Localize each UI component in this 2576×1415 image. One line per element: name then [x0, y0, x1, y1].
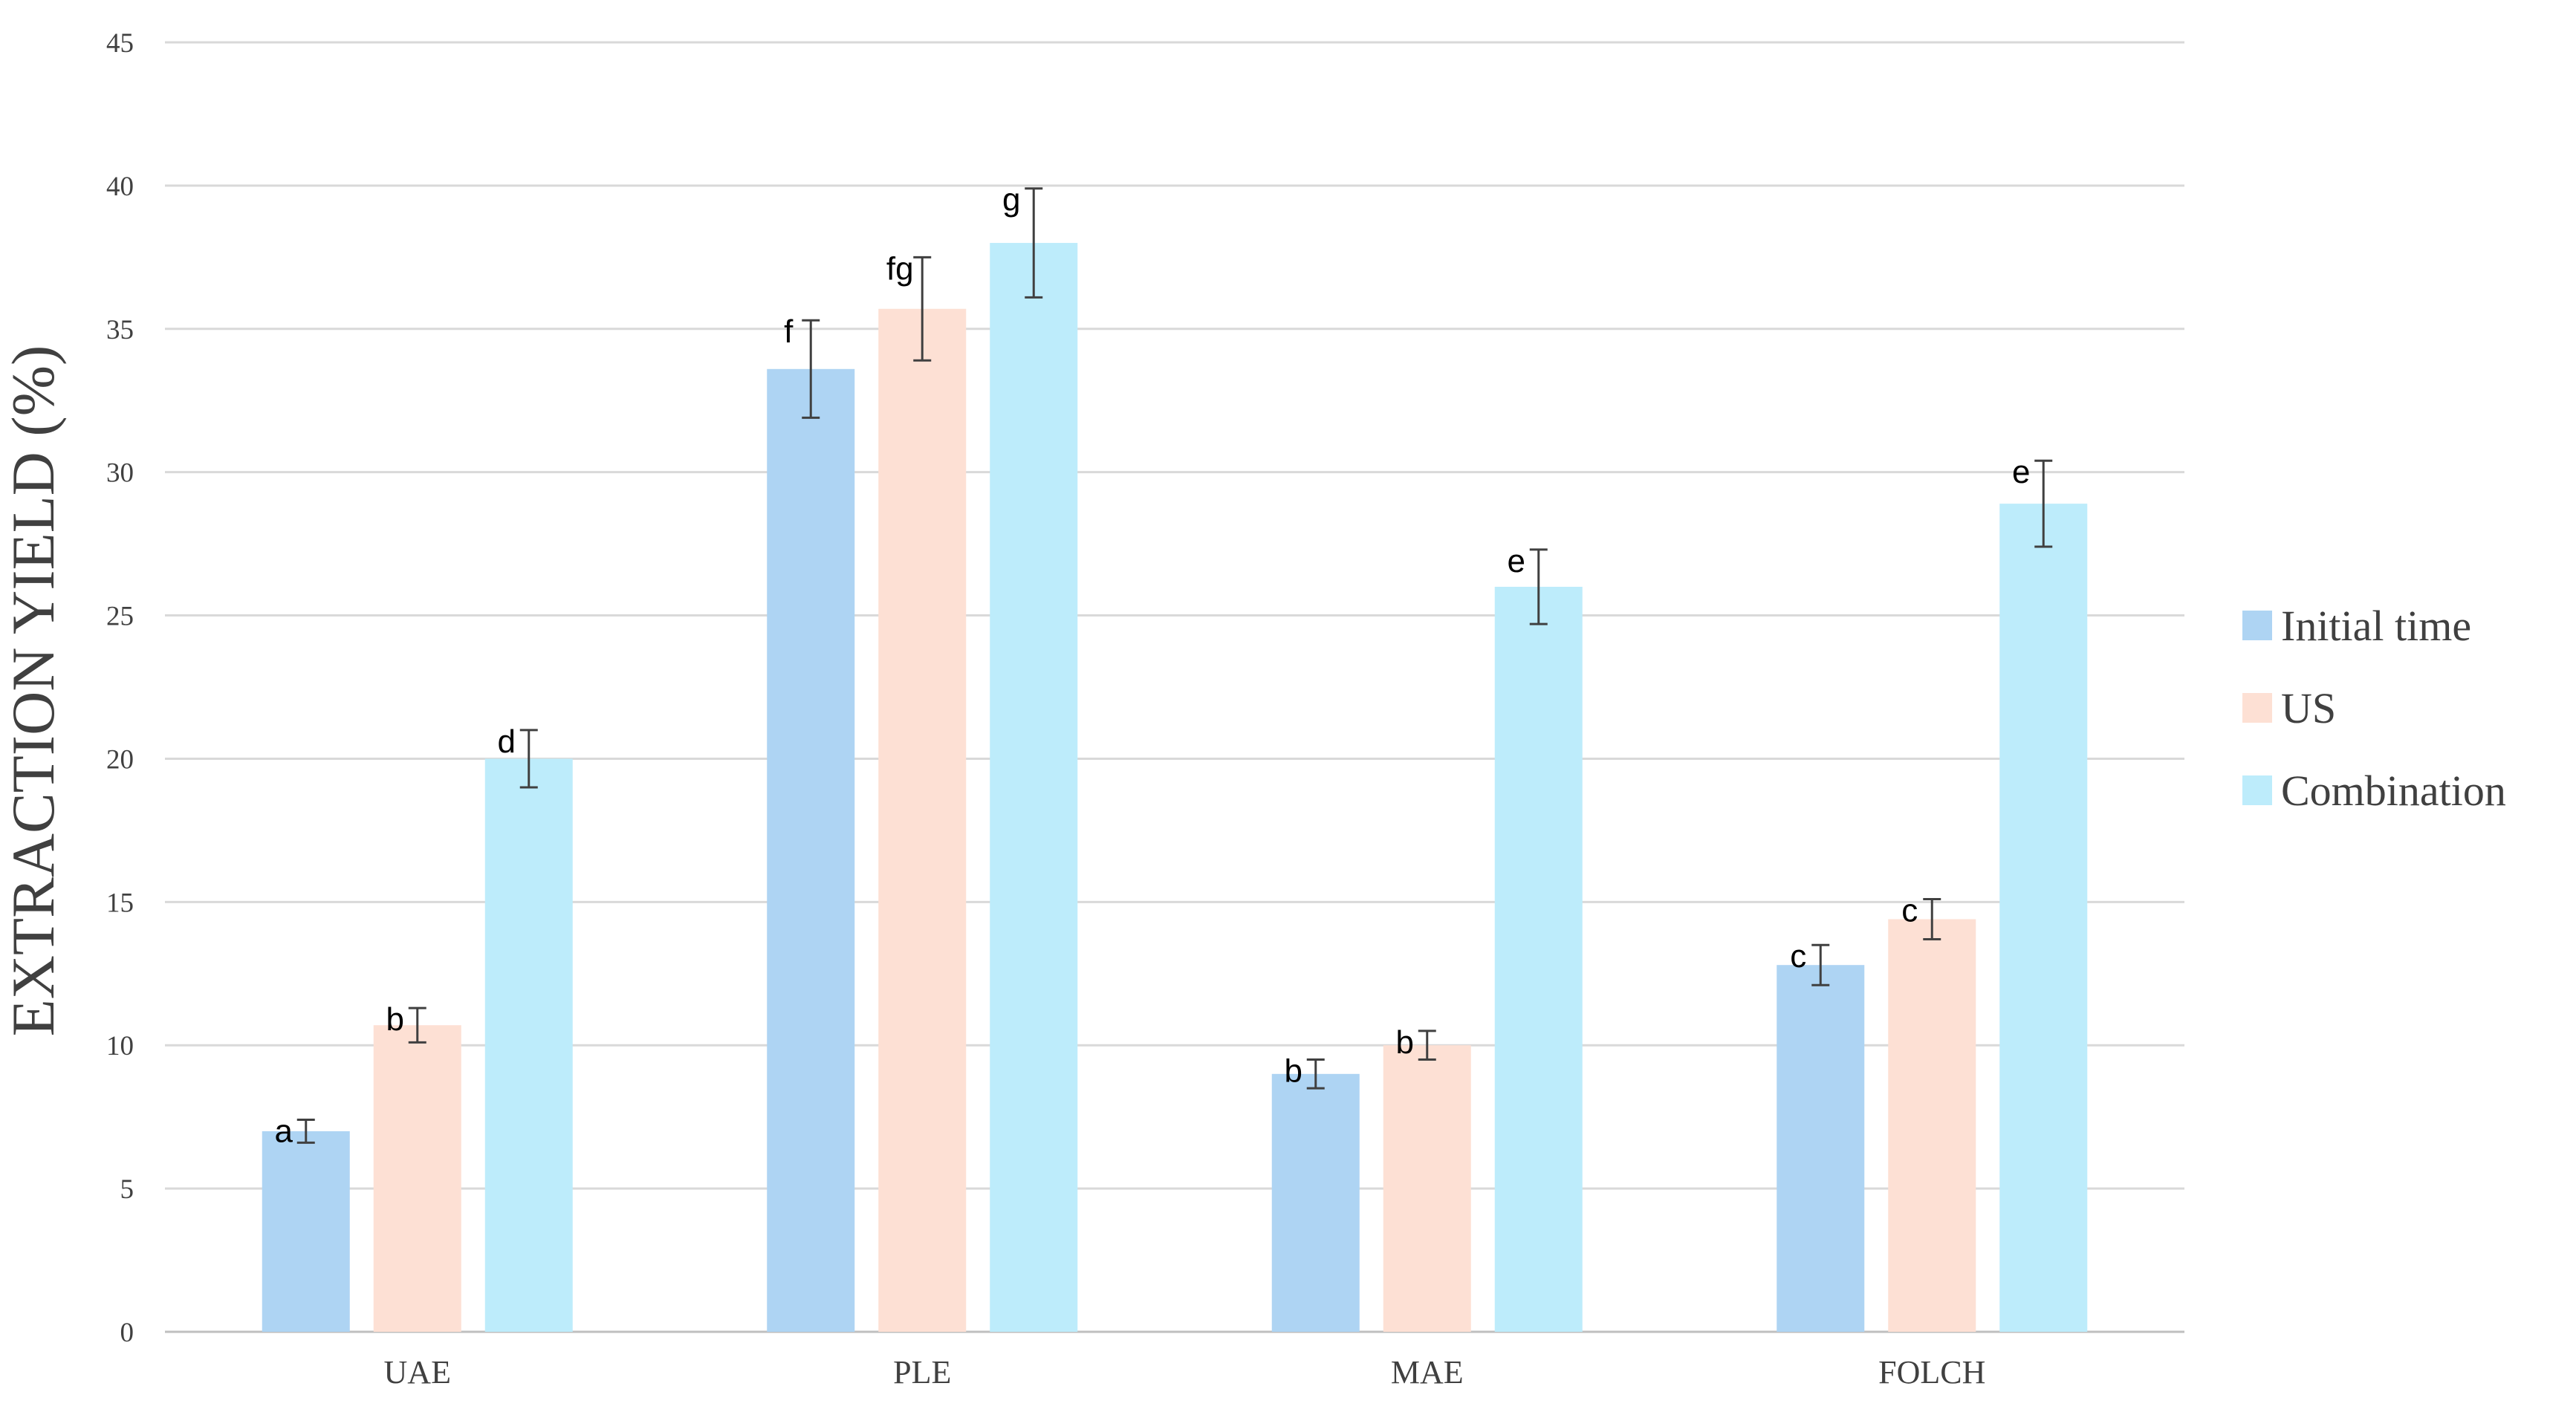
significance-label: b	[386, 1001, 404, 1038]
x-category-label: UAE	[384, 1354, 451, 1390]
gridlines	[165, 41, 2184, 1333]
significance-label: b	[1396, 1024, 1414, 1061]
x-category-label: PLE	[893, 1354, 951, 1390]
bar	[1999, 504, 2088, 1332]
error-bar	[1306, 1058, 1325, 1090]
error-bar	[1025, 187, 1043, 299]
error-bar	[296, 1119, 315, 1144]
significance-label: a	[275, 1113, 293, 1150]
bar	[990, 243, 1078, 1332]
error-bar	[408, 1006, 426, 1044]
significance-label: c	[1901, 892, 1918, 928]
error-bar	[519, 729, 538, 789]
error-bar	[802, 319, 820, 419]
y-tick-label: 10	[106, 1031, 134, 1061]
legend-item: Initial time	[2242, 602, 2471, 650]
y-tick-label: 5	[120, 1174, 134, 1205]
y-tick-label: 40	[106, 172, 134, 202]
legend-swatch	[2242, 611, 2272, 640]
bar	[373, 1025, 461, 1332]
significance-label: e	[1508, 543, 1525, 579]
significance-label: f	[784, 313, 794, 350]
significance-label: d	[498, 723, 516, 760]
bar	[767, 368, 855, 1333]
error-bar	[1923, 897, 1941, 940]
bar	[878, 308, 967, 1333]
bar	[262, 1131, 350, 1332]
y-tick-label: 25	[106, 602, 134, 632]
legend-item: Combination	[2242, 767, 2506, 815]
significance-label: g	[1002, 182, 1020, 218]
x-category-label: MAE	[1391, 1354, 1464, 1390]
y-tick-label: 20	[106, 744, 134, 775]
legend-label: Initial time	[2281, 602, 2471, 650]
bar	[1271, 1073, 1360, 1332]
legend-label: US	[2281, 684, 2336, 732]
error-bar	[913, 256, 932, 362]
error-bar	[1811, 943, 1830, 986]
y-tick-label: 0	[120, 1318, 134, 1348]
significance-label: b	[1285, 1053, 1302, 1090]
legend-item: US	[2242, 684, 2336, 732]
significance-label: e	[2012, 454, 2030, 490]
significance-labels: a b d f fg g b b e c c e	[275, 182, 2031, 1150]
bars	[262, 243, 2088, 1333]
y-tick-label: 15	[106, 888, 134, 918]
significance-label: c	[1790, 938, 1806, 975]
y-tick-label: 30	[106, 458, 134, 489]
error-bars	[296, 187, 2053, 1144]
bar	[1777, 965, 1865, 1332]
y-tick-label: 45	[106, 28, 134, 59]
y-axis-ticks: 0 5 10 15 20 25 30 35 40 45	[106, 28, 134, 1348]
significance-label: fg	[886, 250, 914, 287]
legend: Initial time US Combination	[2242, 602, 2506, 815]
y-axis-title: EXTRACTION YIELD (%)	[0, 345, 67, 1037]
x-axis-categories: UAE PLE MAE FOLCH	[384, 1354, 1986, 1390]
bar	[1383, 1045, 1471, 1332]
legend-swatch	[2242, 693, 2272, 723]
legend-label: Combination	[2281, 767, 2506, 815]
bar	[1888, 919, 1976, 1332]
error-bar	[2034, 459, 2053, 548]
x-category-label: FOLCH	[1878, 1354, 1985, 1390]
bar	[484, 758, 573, 1332]
y-tick-label: 35	[106, 315, 134, 345]
legend-swatch	[2242, 775, 2272, 805]
error-bar	[1529, 548, 1548, 625]
error-bar	[1418, 1029, 1436, 1061]
bar	[1494, 586, 1583, 1332]
